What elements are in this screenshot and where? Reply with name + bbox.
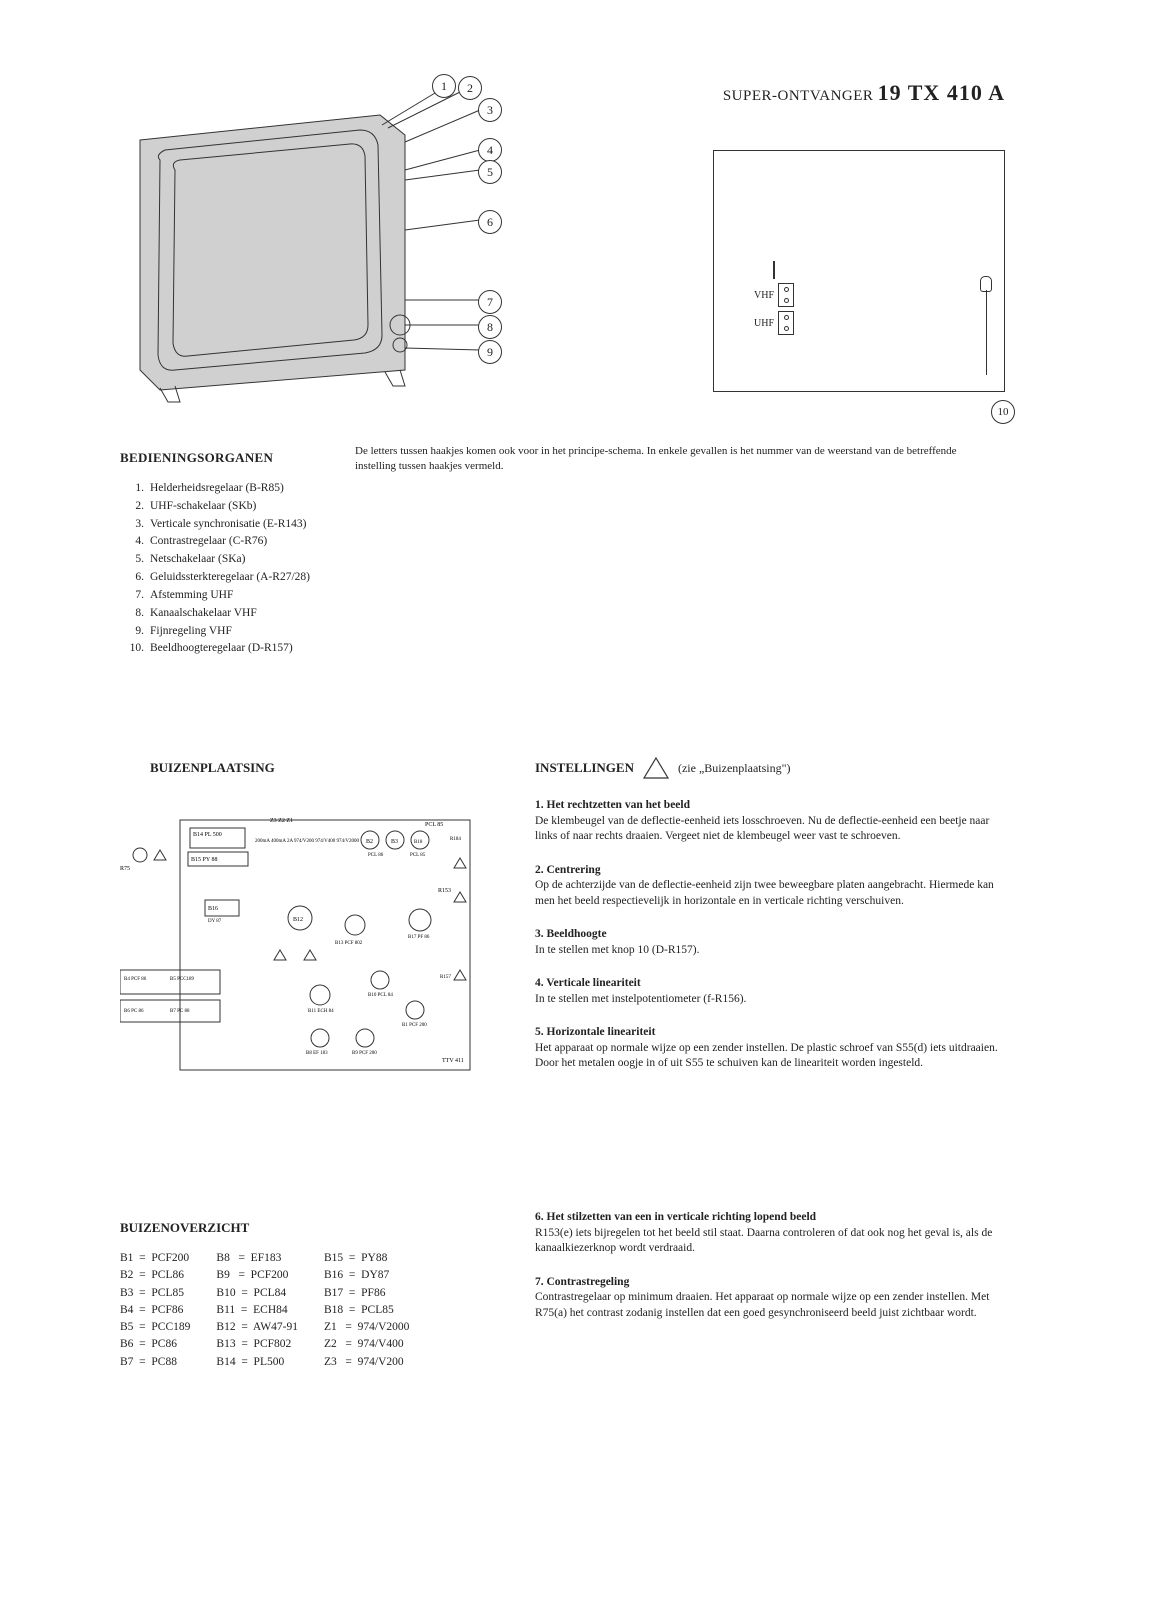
svg-text:B4 PCF 86: B4 PCF 86: [124, 977, 147, 982]
tv-svg: [120, 70, 490, 410]
overzicht-col1: B1 = PCF200 B2 = PCL86 B3 = PCL85 B4 = P…: [120, 1250, 190, 1371]
svg-text:B9 PCF 200: B9 PCF 200: [352, 1051, 377, 1056]
model-title: SUPER-ONTVANGER 19 TX 410 A: [723, 80, 1005, 106]
instellingen-item: 2. Centrering Op de achterzijde van de d…: [535, 863, 1005, 910]
uhf-label: UHF: [754, 318, 774, 329]
svg-text:B2: B2: [366, 839, 373, 845]
svg-text:B15 PY 88: B15 PY 88: [191, 857, 217, 863]
bedien-list: 1.Helderheidsregelaar (B-R85) 2.UHF-scha…: [128, 480, 1020, 658]
svg-text:B17 PF 86: B17 PF 86: [408, 935, 430, 940]
svg-text:R157: R157: [440, 975, 451, 980]
bedien-item: Contrastregelaar (C-R76): [150, 533, 267, 551]
callout-10: 10: [991, 400, 1015, 424]
triangle-icon: [642, 756, 670, 780]
instellingen-item: 6. Het stilzetten van een in verticale r…: [535, 1210, 1005, 1257]
antenna-block: VHF UHF: [754, 261, 794, 335]
svg-text:R75: R75: [120, 866, 130, 872]
bedien-item: Netschakelaar (SKa): [150, 551, 245, 569]
svg-text:B7 PC 88: B7 PC 88: [170, 1009, 190, 1014]
section-buizenoverzicht: BUIZENOVERZICHT B1 = PCF200 B2 = PCL86 B…: [120, 1220, 520, 1371]
callout-4: 4: [478, 138, 502, 162]
bedien-item: Geluidssterkteregelaar (A-R27/28): [150, 569, 310, 587]
svg-text:R184: R184: [450, 837, 461, 842]
instellingen-item: 4. Verticale lineariteit In te stellen m…: [535, 976, 1005, 1007]
callout-7: 7: [478, 290, 502, 314]
page: SUPER-ONTVANGER 19 TX 410 A: [0, 0, 1165, 1600]
bedien-item: UHF-schakelaar (SKb): [150, 498, 256, 516]
buizenplaatsing-diagram: B14 PL 500 B15 PY 88 Z3 Z2 Z1 200mA 400m…: [120, 800, 480, 1090]
svg-text:TTV 411: TTV 411: [442, 1058, 464, 1064]
svg-text:200mA 400mA 2A 974/V200 974: 200mA 400mA 2A 974/V200 974/V400 974/V20…: [255, 839, 360, 844]
svg-text:Z3 Z2 Z1: Z3 Z2 Z1: [270, 818, 293, 824]
svg-text:B3: B3: [391, 839, 398, 845]
svg-text:B11 ECH 84: B11 ECH 84: [308, 1009, 334, 1014]
tv-drawing: 1 2 3 4 5 6 7 8 9: [120, 70, 490, 410]
bedien-item: Kanaalschakelaar VHF: [150, 605, 257, 623]
instellingen-title: INSTELLINGEN: [535, 760, 634, 776]
svg-text:B16: B16: [208, 906, 218, 912]
overzicht-col2: B8 = EF183 B9 = PCF200 B10 = PCL84 B11 =…: [216, 1250, 298, 1371]
instellingen-item: 5. Horizontale lineariteit Het apparaat …: [535, 1025, 1005, 1072]
section-bedieningsorganen: BEDIENINGSORGANEN De letters tussen haak…: [120, 450, 1020, 658]
svg-text:B18: B18: [414, 840, 423, 845]
back-knob-line: [986, 290, 987, 375]
svg-text:B10 PCL 84: B10 PCL 84: [368, 993, 393, 998]
overzicht-col3: B15 = PY88 B16 = DY87 B17 = PF86 B18 = P…: [324, 1250, 409, 1371]
section-instellingen: INSTELLINGEN (zie „Buizenplaatsing") 1. …: [535, 756, 1005, 1072]
title-prefix: SUPER-ONTVANGER: [723, 88, 874, 104]
callout-6: 6: [478, 210, 502, 234]
buizenplaatsing-title: BUIZENPLAATSING: [150, 760, 275, 776]
callout-5: 5: [478, 160, 502, 184]
svg-text:B5 PCC189: B5 PCC189: [170, 977, 195, 982]
section-instellingen-cont: 6. Het stilzetten van een in verticale r…: [535, 1210, 1005, 1339]
svg-text:B1 PCF 200: B1 PCF 200: [402, 1023, 427, 1028]
back-panel: VHF UHF: [713, 150, 1005, 392]
bedien-item: Afstemming UHF: [150, 587, 233, 605]
bedien-item: Fijnregeling VHF: [150, 623, 232, 641]
callout-9: 9: [478, 340, 502, 364]
overzicht-title: BUIZENOVERZICHT: [120, 1220, 520, 1236]
callout-2: 2: [458, 76, 482, 100]
bedien-item: Verticale synchronisatie (E-R143): [150, 516, 306, 534]
svg-text:PCL 85: PCL 85: [425, 822, 443, 828]
instellingen-item: 1. Het rechtzetten van het beeld De klem…: [535, 798, 1005, 845]
svg-text:B13 PCF 802: B13 PCF 802: [335, 941, 363, 946]
svg-text:B14 PL 500: B14 PL 500: [193, 832, 222, 838]
svg-text:R153: R153: [438, 888, 451, 894]
vhf-label: VHF: [754, 290, 774, 301]
svg-text:DY 87: DY 87: [208, 919, 222, 924]
bedien-item: Beeldhoogteregelaar (D-R157): [150, 640, 293, 658]
callout-8: 8: [478, 315, 502, 339]
title-model: 19 TX 410 A: [878, 80, 1005, 105]
svg-text:B8 EF 183: B8 EF 183: [306, 1051, 328, 1056]
svg-text:B12: B12: [293, 917, 303, 923]
bedien-note: De letters tussen haakjes komen ook voor…: [355, 444, 975, 474]
instellingen-ref: (zie „Buizenplaatsing"): [678, 761, 791, 776]
bedien-item: Helderheidsregelaar (B-R85): [150, 480, 284, 498]
instellingen-item: 7. Contrastregeling Contrastregelaar op …: [535, 1275, 1005, 1322]
callout-1: 1: [432, 74, 456, 98]
svg-text:PCL 85: PCL 85: [410, 853, 426, 858]
instellingen-item: 3. Beeldhoogte In te stellen met knop 10…: [535, 927, 1005, 958]
callout-3: 3: [478, 98, 502, 122]
svg-text:B6 PC 86: B6 PC 86: [124, 1009, 144, 1014]
svg-text:PCL 86: PCL 86: [368, 853, 384, 858]
